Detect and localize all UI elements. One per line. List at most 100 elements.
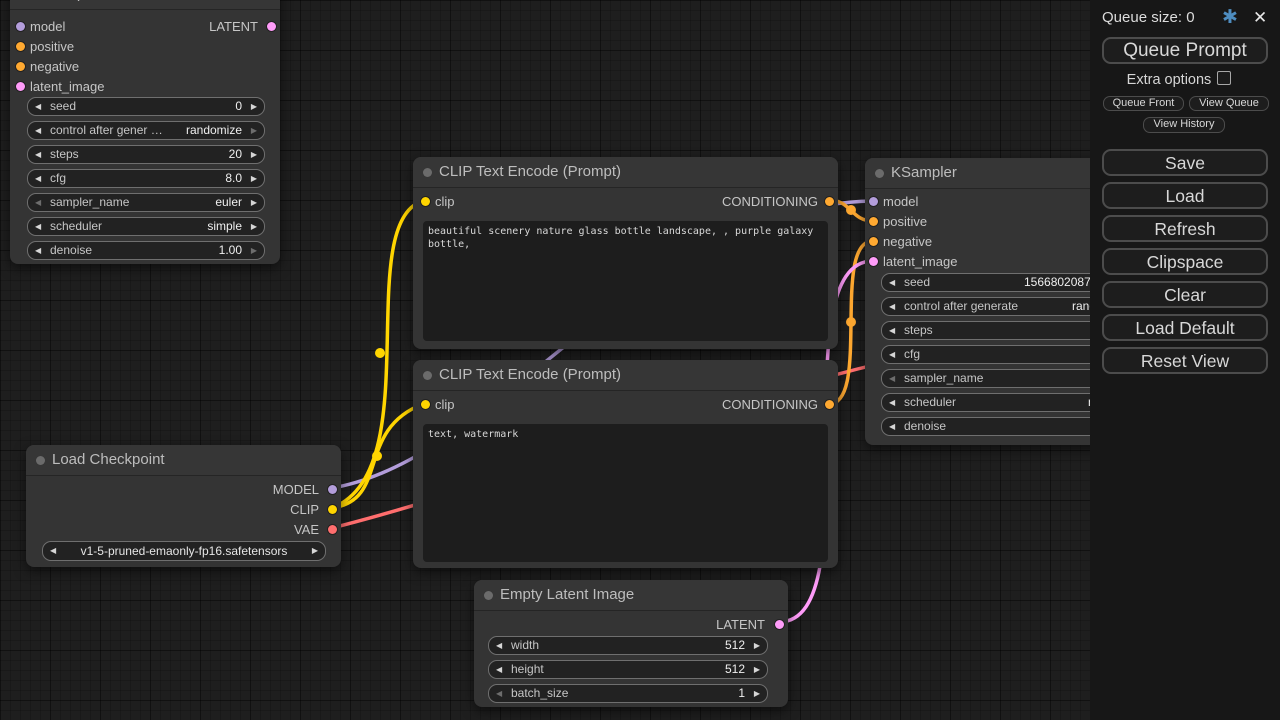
increment-icon[interactable]: ▶ bbox=[250, 150, 257, 159]
prompt-textarea[interactable]: text, watermark bbox=[423, 424, 828, 562]
output-label-latent: LATENT bbox=[209, 19, 258, 34]
node-load-checkpoint[interactable]: Load Checkpoint MODEL CLIP VAE ◀ v1-5-pr… bbox=[26, 445, 341, 567]
increment-icon[interactable]: ▶ bbox=[250, 102, 257, 111]
decrement-icon[interactable]: ◀ bbox=[889, 278, 896, 287]
node-titlebar[interactable]: KSampler bbox=[10, 0, 280, 10]
node-titlebar[interactable]: Load Checkpoint bbox=[26, 445, 341, 476]
widget-control-after-generate[interactable]: ◀ control after gener … randomize ▶ bbox=[27, 121, 265, 140]
decrement-icon[interactable]: ◀ bbox=[889, 326, 896, 335]
node-title: KSampler bbox=[36, 0, 102, 2]
widget-batch-size[interactable]: ◀ batch_size 1 ▶ bbox=[488, 684, 768, 703]
widget-cfg[interactable]: ◀ cfg 8.0 ▶ bbox=[27, 169, 265, 188]
close-icon[interactable]: ✕ bbox=[1253, 8, 1268, 27]
collapse-dot[interactable] bbox=[423, 167, 432, 177]
refresh-button[interactable]: Refresh bbox=[1102, 215, 1268, 242]
output-port-conditioning[interactable] bbox=[824, 196, 834, 206]
next-option-icon[interactable]: ▶ bbox=[311, 546, 318, 555]
widget-steps[interactable]: ◀ steps 20 ▶ bbox=[27, 145, 265, 164]
output-label-model: MODEL bbox=[272, 482, 319, 497]
increment-icon[interactable]: ▶ bbox=[753, 641, 760, 650]
input-port-model[interactable] bbox=[15, 21, 25, 31]
node-titlebar[interactable]: CLIP Text Encode (Prompt) bbox=[413, 157, 838, 188]
node-titlebar[interactable]: CLIP Text Encode (Prompt) bbox=[413, 360, 838, 391]
collapse-dot[interactable] bbox=[36, 455, 45, 465]
increment-icon[interactable]: ▶ bbox=[753, 665, 760, 674]
input-port-positive[interactable] bbox=[15, 41, 25, 51]
prev-option-icon[interactable]: ◀ bbox=[50, 546, 57, 555]
widget-denoise[interactable]: ◀ denoise 1.00 ▶ bbox=[27, 241, 265, 260]
view-queue-button[interactable]: View Queue bbox=[1189, 96, 1269, 111]
node-clip-text-encode-negative[interactable]: CLIP Text Encode (Prompt) clip CONDITION… bbox=[413, 360, 838, 568]
increment-icon[interactable]: ▶ bbox=[250, 174, 257, 183]
collapse-dot[interactable] bbox=[875, 168, 884, 178]
widget-scheduler[interactable]: ◀ scheduler simple ▶ bbox=[27, 217, 265, 236]
decrement-icon[interactable]: ◀ bbox=[35, 222, 42, 231]
decrement-icon[interactable]: ◀ bbox=[35, 174, 42, 183]
decrement-icon[interactable]: ◀ bbox=[889, 302, 896, 311]
input-port-model[interactable] bbox=[868, 196, 878, 206]
input-port-negative[interactable] bbox=[15, 61, 25, 71]
decrement-icon[interactable]: ◀ bbox=[35, 246, 42, 255]
view-history-button[interactable]: View History bbox=[1143, 117, 1225, 133]
load-default-button[interactable]: Load Default bbox=[1102, 314, 1268, 341]
decrement-icon[interactable]: ◀ bbox=[496, 665, 503, 674]
output-label-clip: CLIP bbox=[290, 502, 319, 517]
input-port-positive[interactable] bbox=[868, 216, 878, 226]
decrement-icon[interactable]: ◀ bbox=[35, 150, 42, 159]
queue-front-button[interactable]: Queue Front bbox=[1103, 96, 1184, 111]
node-empty-latent-image[interactable]: Empty Latent Image LATENT ◀ width 512 ▶ … bbox=[474, 580, 788, 707]
decrement-icon[interactable]: ◀ bbox=[35, 198, 42, 207]
output-port-model[interactable] bbox=[327, 484, 337, 494]
input-port-latent-image[interactable] bbox=[868, 256, 878, 266]
collapse-dot[interactable] bbox=[423, 370, 432, 380]
increment-icon[interactable]: ▶ bbox=[753, 689, 760, 698]
input-port-clip[interactable] bbox=[420, 196, 430, 206]
increment-icon[interactable]: ▶ bbox=[250, 222, 257, 231]
input-port-clip[interactable] bbox=[420, 399, 430, 409]
output-port-vae[interactable] bbox=[327, 524, 337, 534]
node-titlebar[interactable]: Empty Latent Image bbox=[474, 580, 788, 611]
decrement-icon[interactable]: ◀ bbox=[889, 398, 896, 407]
node-ksampler-left[interactable]: KSampler model positive negative latent_… bbox=[10, 0, 280, 264]
extra-options-checkbox[interactable] bbox=[1217, 71, 1232, 85]
widget-seed[interactable]: ◀ seed 0 ▶ bbox=[27, 97, 265, 116]
reset-view-button[interactable]: Reset View bbox=[1102, 347, 1268, 374]
load-button[interactable]: Load bbox=[1102, 182, 1268, 209]
clipspace-button[interactable]: Clipspace bbox=[1102, 248, 1268, 275]
increment-icon[interactable]: ▶ bbox=[250, 246, 257, 255]
decrement-icon[interactable]: ◀ bbox=[35, 126, 42, 135]
output-port-latent[interactable] bbox=[266, 21, 276, 31]
input-port-negative[interactable] bbox=[868, 236, 878, 246]
input-label: positive bbox=[883, 214, 928, 229]
widget-sampler-name[interactable]: ◀ sampler_name euler ▶ bbox=[27, 193, 265, 212]
collapse-dot[interactable] bbox=[484, 590, 493, 600]
output-port-conditioning[interactable] bbox=[824, 399, 834, 409]
increment-icon[interactable]: ▶ bbox=[250, 198, 257, 207]
link-dot bbox=[372, 451, 382, 461]
input-port-latent-image[interactable] bbox=[15, 81, 25, 91]
node-clip-text-encode-positive[interactable]: CLIP Text Encode (Prompt) clip CONDITION… bbox=[413, 157, 838, 349]
decrement-icon[interactable]: ◀ bbox=[35, 102, 42, 111]
decrement-icon[interactable]: ◀ bbox=[496, 641, 503, 650]
node-title: Load Checkpoint bbox=[52, 451, 165, 468]
clear-button[interactable]: Clear bbox=[1102, 281, 1268, 308]
node-title: CLIP Text Encode (Prompt) bbox=[439, 163, 622, 180]
widget-ckpt-name[interactable]: ◀ v1-5-pruned-emaonly-fp16.safetensors ▶ bbox=[42, 541, 326, 561]
decrement-icon[interactable]: ◀ bbox=[889, 374, 896, 383]
decrement-icon[interactable]: ◀ bbox=[889, 350, 896, 359]
input-label: clip bbox=[435, 397, 455, 412]
settings-gear-icon[interactable]: ✱ bbox=[1222, 7, 1238, 28]
queue-prompt-button[interactable]: Queue Prompt bbox=[1102, 37, 1268, 64]
output-port-clip[interactable] bbox=[327, 504, 337, 514]
widget-height[interactable]: ◀ height 512 ▶ bbox=[488, 660, 768, 679]
decrement-icon[interactable]: ◀ bbox=[496, 689, 503, 698]
decrement-icon[interactable]: ◀ bbox=[889, 422, 896, 431]
comfy-menu-panel: Queue size: 0 ✱ ✕ Queue Prompt Extra opt… bbox=[1090, 0, 1280, 720]
save-button[interactable]: Save bbox=[1102, 149, 1268, 176]
prompt-textarea[interactable]: beautiful scenery nature glass bottle la… bbox=[423, 221, 828, 341]
output-port-latent[interactable] bbox=[774, 619, 784, 629]
increment-icon[interactable]: ▶ bbox=[250, 126, 257, 135]
widget-width[interactable]: ◀ width 512 ▶ bbox=[488, 636, 768, 655]
extra-options-row: Extra options bbox=[1090, 71, 1268, 88]
